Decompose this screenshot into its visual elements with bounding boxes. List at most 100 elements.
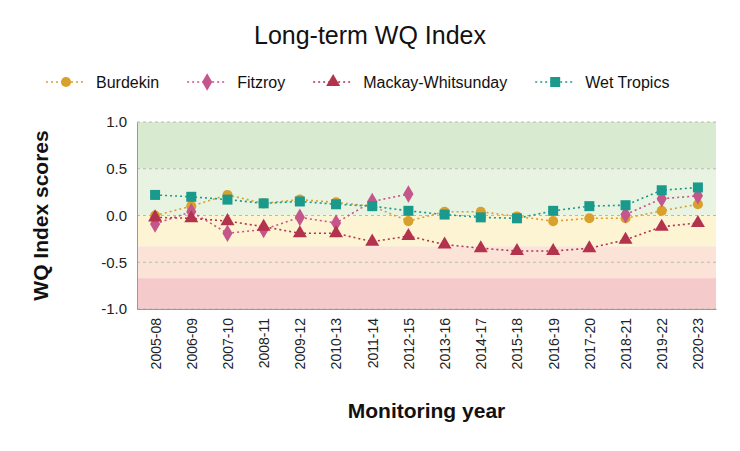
legend-marker — [326, 74, 340, 86]
y-tick: 1.0 — [106, 113, 137, 130]
series-marker — [367, 193, 377, 211]
x-tick-label: 2008-11 — [256, 318, 272, 369]
y-tick: 0.5 — [106, 160, 137, 177]
series-marker — [474, 240, 488, 252]
series-line — [155, 195, 698, 221]
series-marker — [222, 195, 232, 205]
series-marks — [148, 182, 705, 255]
series-marker — [184, 210, 198, 222]
x-tick-label: 2018-21 — [618, 318, 634, 370]
x-tick: 2015-18 — [509, 309, 525, 369]
series-marker — [619, 232, 633, 244]
y-tick-label: 1.0 — [106, 113, 127, 130]
grid-line — [137, 309, 716, 310]
y-tick-label: 0.0 — [106, 207, 127, 224]
score-band — [137, 278, 716, 309]
x-tick-label: 2016-19 — [546, 318, 562, 370]
series-marker — [365, 234, 379, 246]
y-tick-label: 0.5 — [106, 160, 127, 177]
series-marker — [403, 206, 413, 216]
grid-line — [137, 168, 716, 169]
x-tick: 2012-15 — [401, 309, 417, 369]
series-marker — [693, 182, 703, 192]
x-tick-label: 2006-09 — [184, 318, 200, 370]
legend-label: Mackay-Whitsunday — [363, 74, 507, 91]
x-tick: 2005-08 — [147, 309, 163, 369]
x-tick: 2007-10 — [220, 309, 236, 369]
series-marker — [476, 212, 486, 222]
x-axis-title: Monitoring year — [348, 399, 506, 422]
series-marker — [546, 243, 560, 255]
series — [150, 185, 703, 242]
series-marker — [329, 225, 343, 237]
legend-marker — [202, 73, 212, 91]
legend-item: Mackay-Whitsunday — [313, 74, 507, 91]
legend-label: Wet Tropics — [585, 74, 669, 91]
series-marker — [584, 213, 594, 223]
x-tick-label: 2011-14 — [365, 318, 381, 369]
x-tick: 2009-12 — [292, 309, 308, 369]
score-band — [137, 246, 716, 278]
score-band — [137, 169, 716, 216]
x-tick: 2006-09 — [184, 309, 200, 369]
series-marker — [259, 198, 269, 208]
y-axis: -1.0 -0.5 0.0 0.5 1.0 — [101, 113, 137, 317]
legend-label: Fitzroy — [237, 74, 285, 91]
series-marker — [367, 201, 377, 211]
series-marker — [548, 216, 558, 226]
x-tick: 2019-22 — [654, 309, 670, 369]
y-tick-label: -1.0 — [101, 300, 127, 317]
legend-marker — [61, 77, 71, 87]
x-tick-label: 2020-23 — [690, 318, 706, 370]
x-tick-label: 2005-08 — [147, 318, 163, 370]
series-marker — [186, 192, 196, 202]
series-line — [155, 187, 698, 218]
series-marker — [401, 228, 415, 240]
series-marker — [657, 185, 667, 195]
series-marker — [295, 196, 305, 206]
series-marker — [220, 213, 234, 225]
x-tick-label: 2017-20 — [582, 318, 598, 370]
series-marker — [584, 201, 594, 211]
chart: -1.0 -0.5 0.0 0.5 1.0 2005-08 2006-09 2007-10 20… — [0, 0, 740, 451]
y-tick: -1.0 — [101, 300, 137, 317]
series-marker — [367, 201, 377, 211]
series-marker — [403, 216, 413, 226]
x-tick-label: 2010-13 — [328, 318, 344, 370]
x-tick: 2018-21 — [618, 309, 634, 369]
x-tick-label: 2007-10 — [220, 318, 236, 370]
x-axis-line — [138, 309, 717, 310]
x-tick: 2008-11 — [256, 309, 272, 368]
series-marker — [295, 209, 305, 227]
grid-line — [137, 122, 716, 123]
series-marker — [331, 199, 341, 209]
chart-title: Long-term WQ Index — [254, 21, 487, 49]
series-marker — [440, 210, 450, 220]
series-marker — [403, 185, 413, 203]
series-marker — [621, 200, 631, 210]
y-axis-line — [137, 123, 138, 310]
legend-item: Fitzroy — [187, 73, 285, 91]
series-line — [155, 217, 698, 251]
series — [148, 209, 705, 255]
legend-label: Burdekin — [96, 74, 159, 91]
grid — [137, 122, 716, 309]
x-tick-label: 2019-22 — [654, 318, 670, 370]
x-tick-label: 2009-12 — [292, 318, 308, 370]
series-marker — [293, 225, 307, 237]
x-tick-label: 2015-18 — [509, 318, 525, 370]
x-tick-label: 2012-15 — [401, 318, 417, 370]
series-marker — [691, 215, 705, 227]
series-marker — [259, 198, 269, 208]
series-marker — [655, 219, 669, 231]
grid-line — [137, 262, 716, 263]
x-tick: 2014-17 — [473, 309, 489, 369]
series — [150, 190, 703, 226]
series-marker — [582, 240, 596, 252]
x-tick: 2020-23 — [690, 309, 706, 369]
series-marker — [548, 206, 558, 216]
series-marker — [148, 209, 162, 221]
y-tick: -0.5 — [101, 254, 137, 271]
series-marker — [510, 243, 524, 255]
x-tick-label: 2014-17 — [473, 318, 489, 370]
